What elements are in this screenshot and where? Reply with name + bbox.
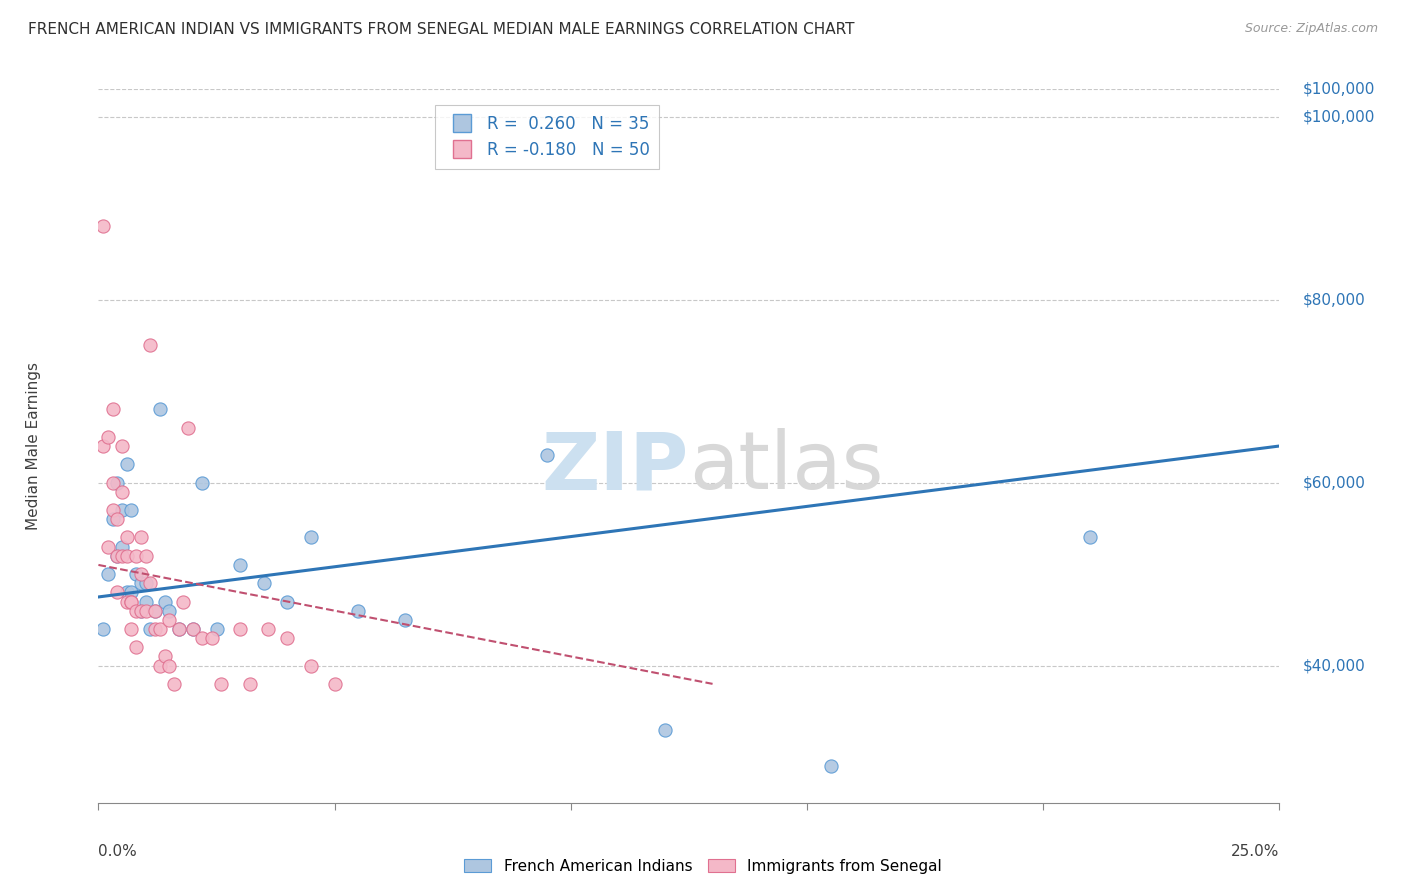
Text: 0.0%: 0.0% (98, 844, 138, 859)
Point (105, 549, 128, 563)
Point (229, 558, 252, 572)
Point (153, 594, 176, 608)
Point (394, 613, 416, 627)
Point (536, 448, 558, 462)
Point (91, 219, 114, 234)
Point (101, 475, 124, 490)
Point (111, 549, 134, 563)
Point (91, 622, 114, 636)
Point (125, 567, 148, 582)
Text: Source: ZipAtlas.com: Source: ZipAtlas.com (1244, 22, 1378, 36)
Point (101, 503, 124, 517)
Point (299, 531, 322, 545)
Point (121, 585, 143, 599)
Point (229, 622, 252, 636)
Point (97, 540, 120, 554)
Point (121, 503, 143, 517)
Text: $60,000: $60,000 (1303, 475, 1367, 490)
Text: $100,000: $100,000 (1303, 82, 1375, 96)
Point (135, 576, 157, 591)
Point (101, 402, 124, 417)
Point (105, 512, 128, 526)
Point (121, 594, 143, 608)
Point (253, 576, 276, 591)
Text: $40,000: $40,000 (1303, 658, 1365, 673)
Point (135, 594, 157, 608)
Text: ZIP: ZIP (541, 428, 689, 507)
Point (97, 430, 120, 444)
Point (167, 622, 190, 636)
Point (115, 531, 138, 545)
Point (157, 604, 180, 618)
Legend: R =  0.260   N = 35, R = -0.180   N = 50: R = 0.260 N = 35, R = -0.180 N = 50 (434, 104, 659, 169)
Point (149, 622, 172, 636)
Point (135, 549, 157, 563)
Point (143, 604, 166, 618)
Point (111, 484, 134, 499)
Point (97, 567, 120, 582)
Point (129, 576, 152, 591)
Point (177, 420, 200, 434)
Point (181, 622, 204, 636)
Point (181, 622, 204, 636)
Point (191, 631, 214, 645)
Point (111, 540, 134, 554)
Point (101, 512, 124, 526)
Point (111, 503, 134, 517)
Point (139, 338, 162, 352)
Text: Median Male Earnings: Median Male Earnings (25, 362, 41, 530)
Point (121, 622, 143, 636)
Point (172, 594, 194, 608)
Point (125, 549, 148, 563)
Point (139, 576, 162, 591)
Point (1080, 531, 1102, 545)
Point (143, 604, 166, 618)
Point (105, 585, 128, 599)
Text: $80,000: $80,000 (1303, 292, 1365, 307)
Point (201, 631, 224, 645)
Point (91, 439, 114, 453)
Point (135, 604, 157, 618)
Point (820, 759, 842, 773)
Point (205, 622, 228, 636)
Point (115, 594, 138, 608)
Legend: French American Indians, Immigrants from Senegal: French American Indians, Immigrants from… (458, 853, 948, 880)
Text: 25.0%: 25.0% (1232, 844, 1279, 859)
Point (191, 475, 214, 490)
Point (257, 622, 280, 636)
Point (149, 658, 172, 673)
Point (299, 658, 322, 673)
Point (347, 604, 370, 618)
Point (276, 594, 298, 608)
Text: $100,000: $100,000 (1303, 109, 1375, 124)
Point (129, 604, 152, 618)
Text: atlas: atlas (689, 428, 883, 507)
Text: FRENCH AMERICAN INDIAN VS IMMIGRANTS FROM SENEGAL MEDIAN MALE EARNINGS CORRELATI: FRENCH AMERICAN INDIAN VS IMMIGRANTS FRO… (28, 22, 855, 37)
Point (654, 723, 676, 737)
Point (105, 549, 128, 563)
Point (163, 677, 186, 691)
Point (167, 622, 190, 636)
Point (239, 677, 262, 691)
Point (139, 622, 162, 636)
Point (115, 549, 138, 563)
Point (149, 402, 172, 417)
Point (157, 658, 180, 673)
Point (129, 531, 152, 545)
Point (129, 567, 152, 582)
Point (115, 458, 138, 472)
Point (323, 677, 346, 691)
Point (276, 631, 298, 645)
Point (129, 604, 152, 618)
Point (153, 649, 176, 664)
Point (125, 640, 148, 655)
Point (125, 604, 148, 618)
Point (209, 677, 232, 691)
Point (157, 613, 180, 627)
Point (105, 475, 128, 490)
Point (111, 439, 134, 453)
Point (143, 622, 166, 636)
Point (115, 585, 138, 599)
Point (121, 594, 143, 608)
